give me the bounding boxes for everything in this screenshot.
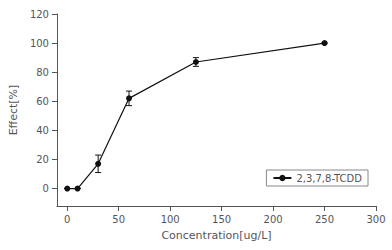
- svg-text:150: 150: [212, 214, 231, 225]
- svg-text:2,3,7,8-TCDD: 2,3,7,8-TCDD: [296, 173, 362, 184]
- svg-text:120: 120: [30, 9, 49, 20]
- svg-text:100: 100: [161, 214, 180, 225]
- svg-text:20: 20: [36, 154, 49, 165]
- svg-text:80: 80: [36, 67, 49, 78]
- svg-text:Concentration[ug/L]: Concentration[ug/L]: [161, 229, 271, 242]
- svg-text:Effect[%]: Effect[%]: [7, 85, 20, 136]
- svg-text:250: 250: [315, 214, 334, 225]
- svg-text:40: 40: [36, 125, 49, 136]
- svg-text:0: 0: [43, 183, 49, 194]
- svg-text:50: 50: [112, 214, 125, 225]
- svg-text:60: 60: [36, 96, 49, 107]
- svg-text:300: 300: [366, 214, 385, 225]
- svg-text:100: 100: [30, 38, 49, 49]
- svg-text:0: 0: [64, 214, 70, 225]
- svg-text:200: 200: [264, 214, 283, 225]
